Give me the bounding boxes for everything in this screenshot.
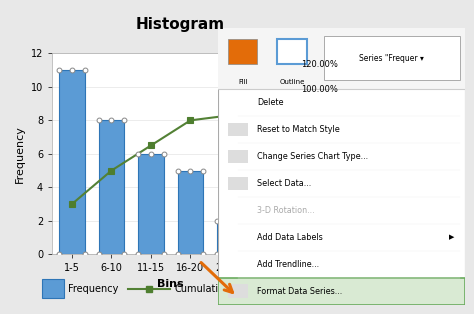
Text: Outline: Outline xyxy=(279,79,305,85)
Text: Series "Frequer ▾: Series "Frequer ▾ xyxy=(359,54,424,62)
Bar xyxy=(228,176,247,190)
Bar xyxy=(228,150,247,163)
Text: Histogram: Histogram xyxy=(136,17,225,32)
Text: Frequency: Frequency xyxy=(68,284,118,294)
Text: 100.00%: 100.00% xyxy=(301,85,338,94)
Bar xyxy=(228,39,257,63)
Y-axis label: Frequency: Frequency xyxy=(15,125,25,183)
Text: Add Trendline...: Add Trendline... xyxy=(257,260,319,269)
Bar xyxy=(99,120,124,254)
Bar xyxy=(256,187,282,254)
Bar xyxy=(59,70,85,254)
Text: Format Data Series...: Format Data Series... xyxy=(257,287,343,295)
Text: Fill: Fill xyxy=(238,79,247,85)
Text: Add Data Labels: Add Data Labels xyxy=(257,233,323,242)
Text: 120.00%: 120.00% xyxy=(301,60,338,69)
Text: Reset to Match Style: Reset to Match Style xyxy=(257,125,340,134)
Text: 3-D Rotation...: 3-D Rotation... xyxy=(257,206,315,215)
Bar xyxy=(228,284,247,298)
Text: Cumulati...: Cumulati... xyxy=(174,284,228,294)
Text: Change Series Chart Type...: Change Series Chart Type... xyxy=(257,152,369,161)
Text: Delete: Delete xyxy=(257,98,284,107)
Text: ▶: ▶ xyxy=(449,234,455,240)
Bar xyxy=(218,278,465,305)
Bar xyxy=(228,123,247,136)
Bar xyxy=(178,171,203,254)
Bar xyxy=(138,154,164,254)
Bar xyxy=(42,279,64,298)
Bar xyxy=(217,221,243,254)
X-axis label: Bins: Bins xyxy=(157,279,184,289)
FancyBboxPatch shape xyxy=(324,36,460,80)
Text: Select Data...: Select Data... xyxy=(257,179,312,188)
Bar xyxy=(218,28,465,89)
Bar xyxy=(277,39,307,63)
